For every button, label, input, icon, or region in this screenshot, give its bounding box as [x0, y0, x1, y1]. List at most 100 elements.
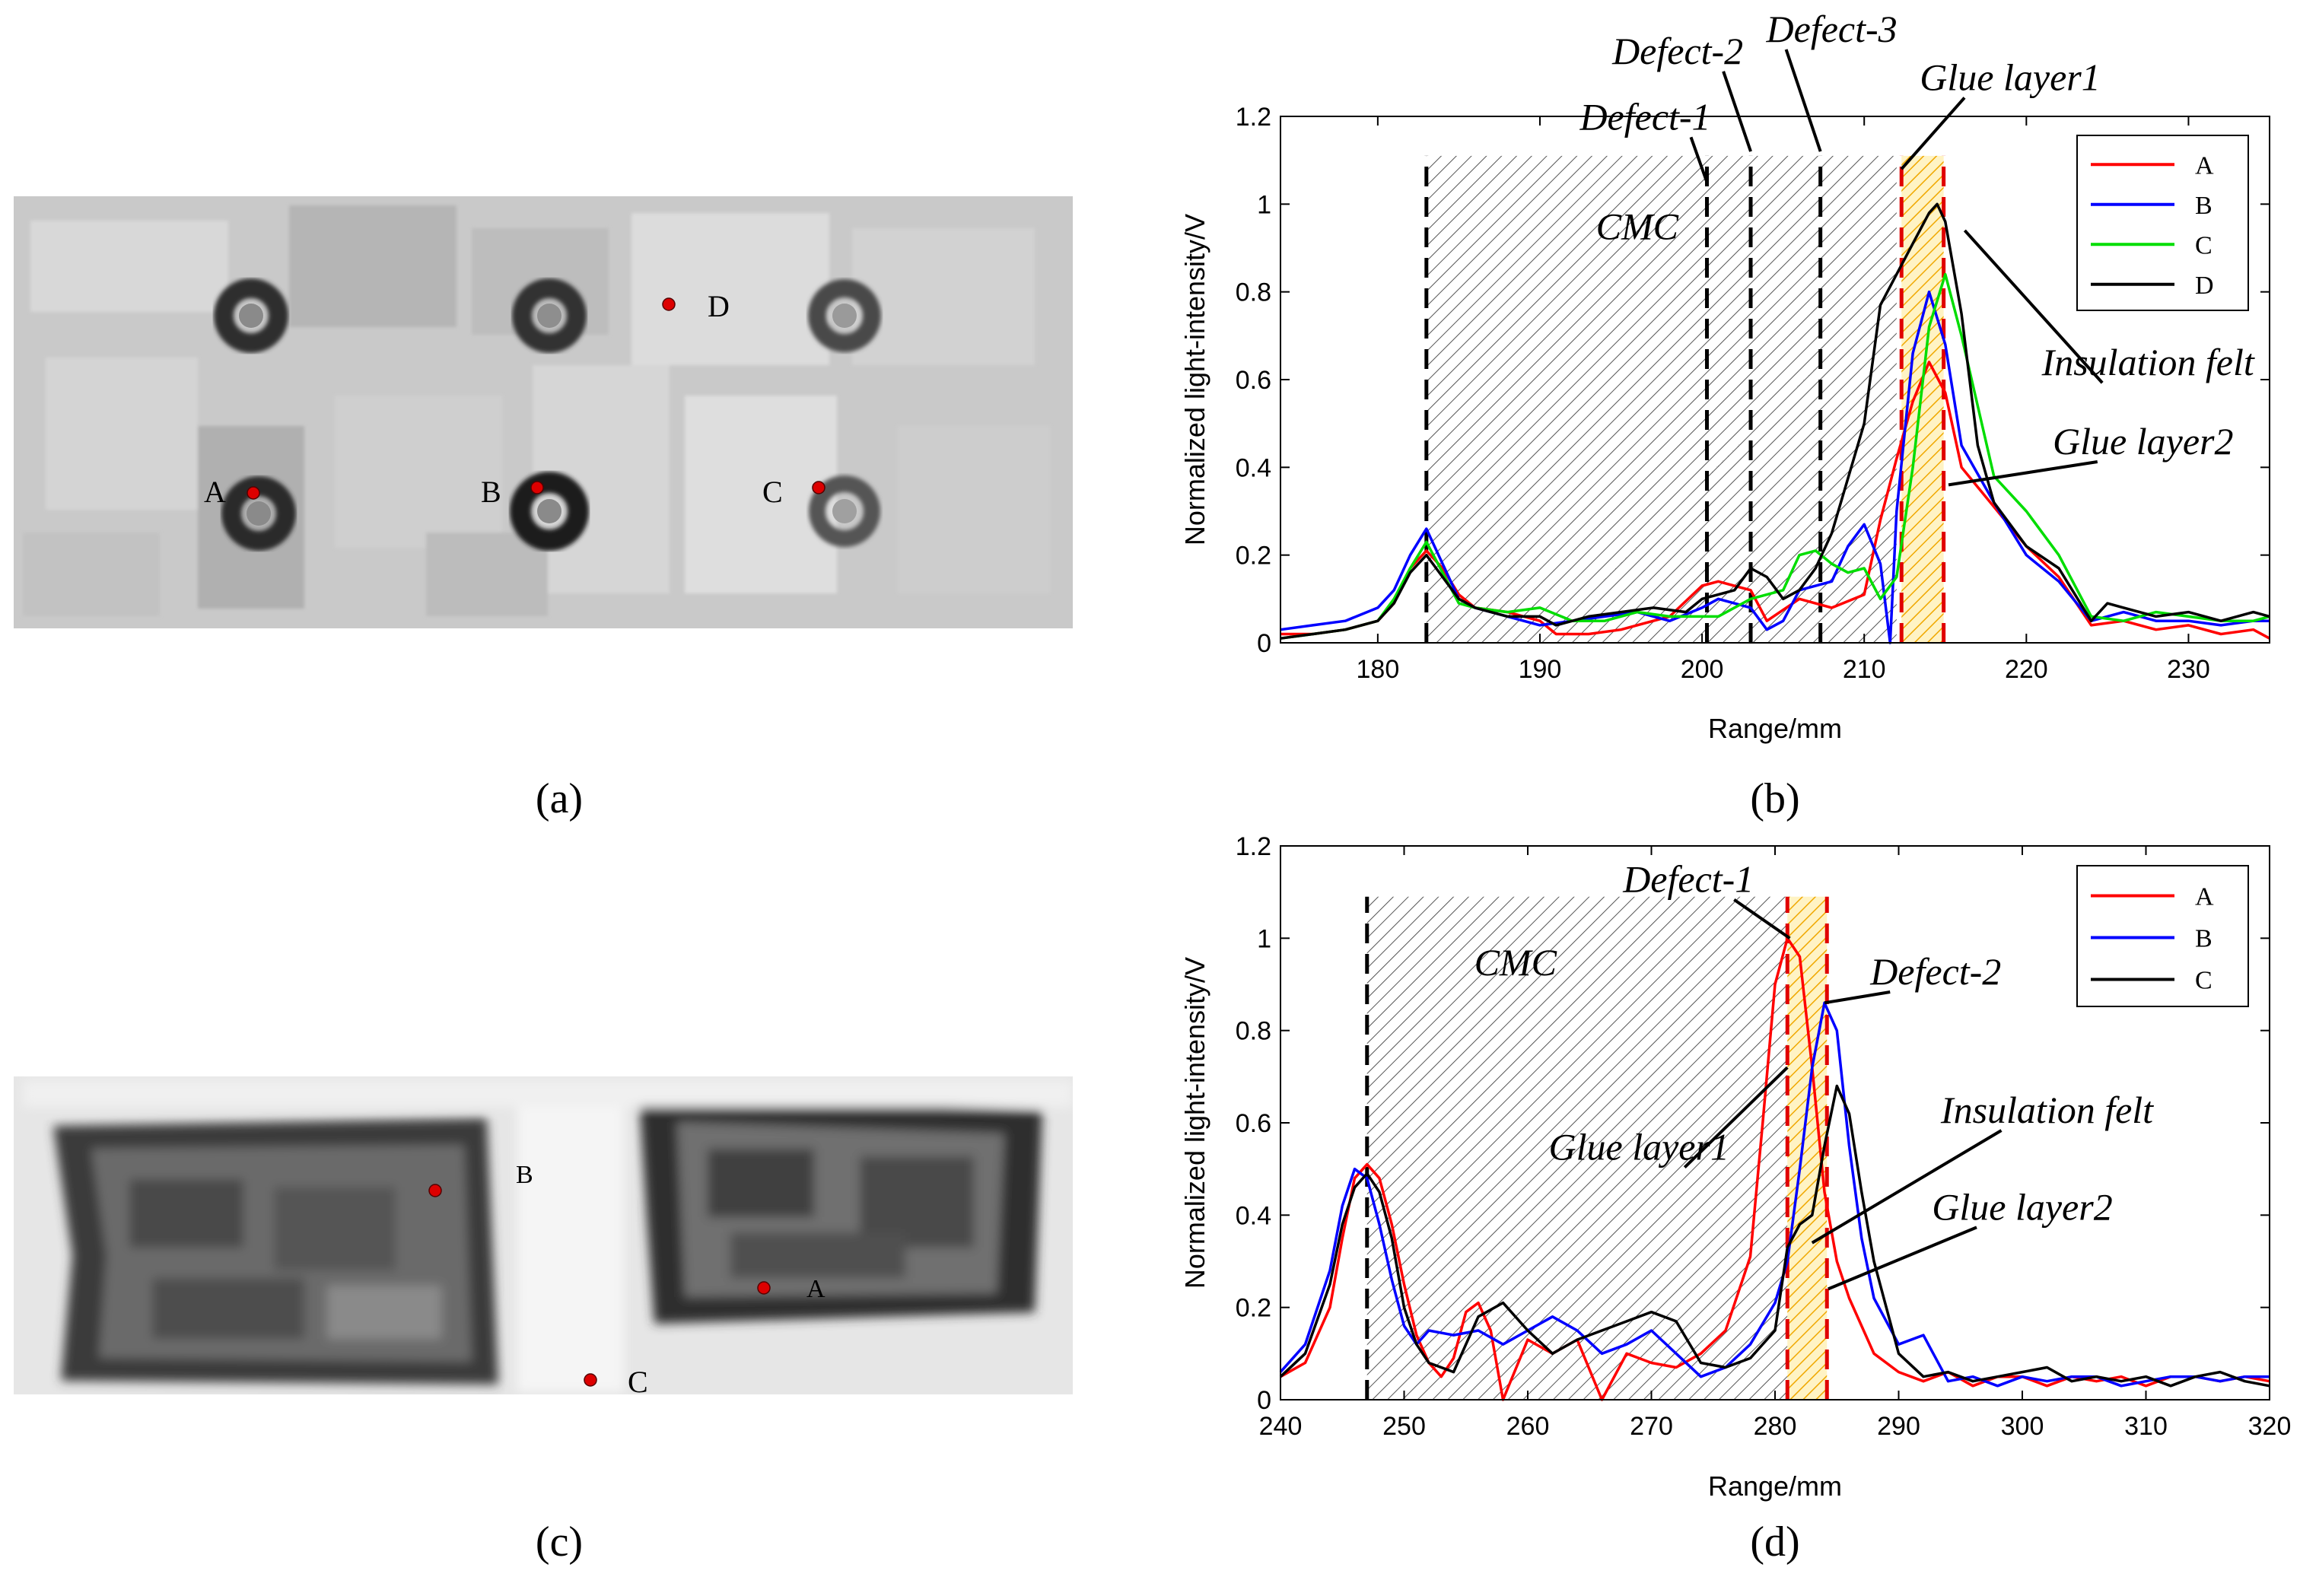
chart-d-xtick-label-320: 320: [2248, 1412, 2292, 1441]
chart-b-xtick-label-190: 190: [1519, 655, 1562, 684]
point-label-b-c: B: [516, 1161, 533, 1189]
chart-d-series-a: [1280, 936, 2270, 1401]
chart-d-annotation-4: Insulation felt: [1940, 1089, 2154, 1131]
chart-d-xtick-label-300: 300: [2001, 1412, 2044, 1441]
panel-a-holes: [214, 278, 881, 551]
chart-d-xtick-label-280: 280: [1754, 1412, 1797, 1441]
chart-d-ylabel: Normalized light-intensity/V: [1179, 957, 1210, 1289]
chart-d-annotation-leader-2: [1824, 990, 1891, 1005]
chart-b-annotation-5: Insulation felt: [2041, 341, 2255, 383]
chart-d-annotations: CMC Defect-1 Defect-2 Glue layer1 Insulation…: [1474, 858, 2154, 1291]
panel-c-point-a: A: [757, 1275, 826, 1303]
chart-d-ytick-label-1: 1: [1257, 924, 1271, 953]
chart-b-annotation-leader-1: [1689, 136, 1709, 183]
chart-d-ytick-label-0.8: 0.8: [1236, 1017, 1271, 1046]
chart-b-annotation-leader-2: [1722, 71, 1752, 152]
chart-b-ytick-label-1: 1: [1257, 190, 1271, 219]
chart-d-series-c: [1279, 1084, 2270, 1388]
chart-d-xtick-label-250: 250: [1382, 1412, 1426, 1441]
chart-b-xtick-label-220: 220: [2005, 655, 2048, 684]
chart-d-cmc-region: [1366, 896, 1788, 1400]
caption-b: (b): [1750, 775, 1799, 822]
chart-d-xtick-label-260: 260: [1506, 1412, 1550, 1441]
panel-a-image: [14, 196, 1073, 628]
panel-a-point-a: A: [204, 475, 260, 509]
chart-d-legend-label-b: B: [2195, 925, 2213, 953]
chart-b-series: [1280, 202, 2270, 644]
marker-point-d: [662, 297, 676, 311]
chart-d-series-b: [1279, 1001, 2270, 1388]
chart-b-annotation-leader-5: [1963, 229, 2104, 384]
chart-d-ytick-label-0.4: 0.4: [1236, 1201, 1271, 1230]
chart-b-xtick-label-200: 200: [1681, 655, 1724, 684]
chart-d-vlines: [1365, 896, 1829, 1400]
point-label-c-c: C: [628, 1365, 648, 1399]
chart-d-annotation-leader-4: [1811, 1129, 2003, 1245]
chart-d-annotation-5: Glue layer2: [1932, 1185, 2112, 1228]
chart-d-annotation-0: CMC: [1474, 941, 1557, 984]
chart-b-ylabel: Normalized light-intensity/V: [1179, 214, 1210, 545]
chart-b-annotation-2: Defect-2: [1611, 30, 1743, 72]
chart-d-xtick-label-270: 270: [1630, 1412, 1673, 1441]
chart-d-ytick-label-0.6: 0.6: [1236, 1109, 1271, 1138]
chart-b-annotation-leader-4: [1900, 97, 1966, 170]
marker-point-b-c: [428, 1184, 442, 1197]
chart-b-ytick-label-0: 0: [1257, 629, 1271, 658]
panel-c: B A C (c): [14, 1076, 1073, 1566]
point-label-c: C: [762, 475, 783, 509]
chart-b-ytick-label-1.2: 1.2: [1236, 103, 1271, 132]
chart-d-xtick-label-310: 310: [2124, 1412, 2168, 1441]
marker-point-a: [247, 486, 260, 500]
panel-a: A B C D (a): [14, 196, 1073, 822]
marker-point-b: [530, 481, 544, 494]
chart-b-ytick-label-0.8: 0.8: [1236, 278, 1271, 307]
chart-b-regions: [1426, 155, 1944, 643]
chart-b-series-b: [1280, 290, 2270, 644]
chart-b-legend-label-c: C: [2195, 231, 2213, 259]
chart-d-xlabel: Range/mm: [1708, 1470, 1842, 1502]
chart-d-annotation-1: Defect-1: [1622, 858, 1754, 901]
chart-b-series-d: [1280, 202, 2270, 640]
marker-point-a-c: [757, 1281, 771, 1295]
caption-a: (a): [536, 775, 583, 822]
chart-d-annotation-3: Glue layer1: [1549, 1126, 1729, 1168]
chart-b-annotation-leader-3: [1784, 49, 1822, 152]
chart-b-annotation-4: Glue layer1: [1920, 56, 2100, 98]
chart-d-annotation-leader-5: [1828, 1226, 1977, 1291]
chart-b-annotation-leader-6: [1948, 460, 2098, 487]
chart-b: 180 190 200 210 220 230 0 0.2 0.4 0.6 0.8 1 1.2 CMC D…: [1179, 8, 2270, 822]
chart-d: 240 250 260 270 280 290 300 310 320 0 0.2 0.4 0.6 0.8…: [1179, 832, 2291, 1566]
chart-b-legend-label-d: D: [2195, 272, 2214, 300]
chart-b-xtick-label-230: 230: [2167, 655, 2210, 684]
panel-a-point-c: C: [762, 475, 826, 509]
chart-d-annotation-leader-3: [1683, 1066, 1789, 1168]
chart-b-ytick-label-0.2: 0.2: [1236, 542, 1271, 571]
chart-b-vlines: [1424, 155, 1946, 643]
chart-d-regions: [1366, 896, 1828, 1400]
chart-d-series: [1279, 936, 2270, 1401]
chart-d-ticks: 240 250 260 270 280 290 300 310 320 0 0.2 0.4 0.6 0.8…: [1236, 832, 2292, 1441]
chart-b-legend-label-b: B: [2195, 192, 2213, 220]
chart-b-annotation-1: Defect-1: [1579, 95, 1710, 138]
caption-c: (c): [536, 1518, 583, 1566]
chart-b-xlabel: Range/mm: [1708, 713, 1842, 744]
chart-d-annotation-2: Defect-2: [1869, 950, 2001, 993]
panel-c-image: [14, 1076, 1073, 1394]
chart-b-annotation-6: Glue layer2: [2053, 420, 2233, 463]
chart-b-ticks: 180 190 200 210 220 230 0 0.2 0.4 0.6 0.8 1 1.2: [1236, 103, 2270, 684]
chart-b-ytick-label-0.6: 0.6: [1236, 366, 1271, 395]
point-label-b: B: [481, 475, 501, 509]
point-label-a-c: A: [806, 1275, 826, 1303]
chart-d-ytick-label-0.2: 0.2: [1236, 1294, 1271, 1323]
chart-b-legend-label-a: A: [2195, 151, 2214, 180]
panel-a-point-b: B: [481, 475, 544, 509]
chart-d-xtick-label-240: 240: [1259, 1412, 1303, 1441]
chart-d-legend-label-c: C: [2195, 967, 2213, 995]
chart-b-series-c: [1280, 272, 2270, 640]
chart-b-annotation-3: Defect-3: [1766, 8, 1898, 50]
panel-a-point-d: D: [662, 289, 730, 323]
chart-b-xtick-label-180: 180: [1357, 655, 1400, 684]
chart-d-legend-label-a: A: [2195, 883, 2214, 911]
